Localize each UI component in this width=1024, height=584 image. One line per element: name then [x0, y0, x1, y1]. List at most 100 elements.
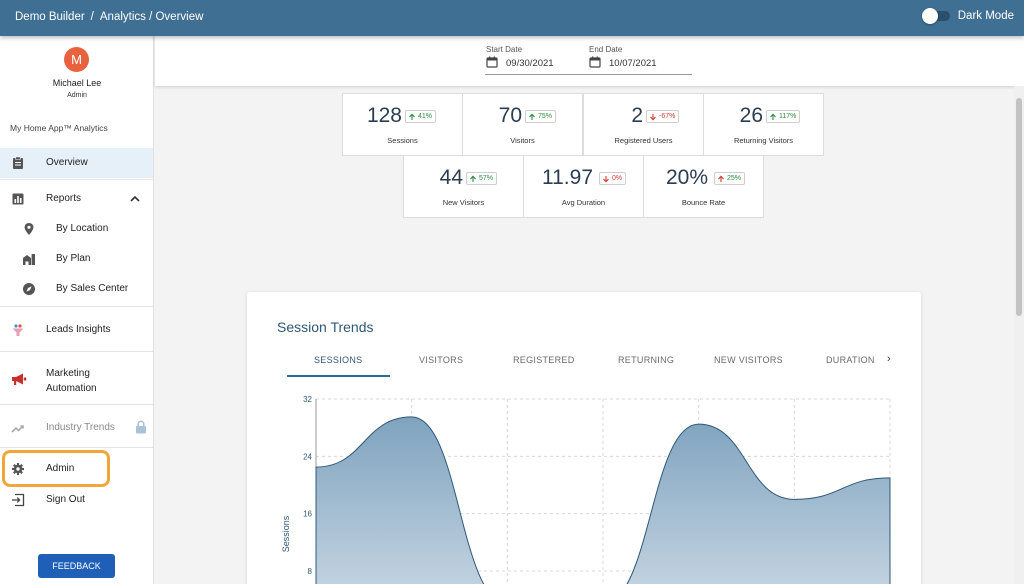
sidebar-item-industry-trends[interactable]: Industry Trends: [0, 415, 153, 441]
session-trends-chart: 32 24 16 8 Sessions: [281, 395, 891, 584]
sign-out-icon: [12, 493, 25, 507]
stat-card-sessions: 128 41% Sessions: [342, 93, 463, 156]
sidebar-item-label-line2: Automation: [46, 383, 97, 394]
sidebar-item-by-location[interactable]: By Location: [0, 216, 153, 242]
sidebar-item-label: Overview: [46, 157, 88, 168]
dark-mode-label: Dark Mode: [957, 10, 1014, 22]
megaphone-icon: [12, 373, 27, 385]
sidebar-item-admin[interactable]: Admin: [0, 456, 153, 482]
toggle-knob[interactable]: [921, 8, 938, 24]
sidebar-item-label-line1: Marketing: [46, 368, 90, 379]
clipboard-icon: [13, 156, 23, 169]
y-tick-label: 8: [308, 567, 313, 576]
gear-icon: [12, 463, 24, 475]
stat-change-text: 0%: [612, 175, 623, 182]
top-bar: Demo Builder / Analytics / Overview Dark M…: [0, 0, 1024, 36]
bar-chart-icon: [12, 193, 24, 205]
stat-card-avg-duration: 11.97 0% Avg Duration: [523, 155, 644, 218]
stat-card-returning-visitors: 26 117% Returning Visitors: [703, 93, 824, 156]
location-pin-icon: [24, 223, 34, 235]
start-date-text: 09/30/2021: [506, 58, 554, 69]
end-date-value[interactable]: 10/07/2021: [589, 56, 657, 69]
sidebar-item-label: By Location: [56, 223, 109, 234]
y-tick-label: 32: [303, 395, 312, 404]
stat-change-text: 117%: [779, 113, 797, 120]
sidebar-item-leads-insights[interactable]: Leads Insights: [0, 317, 153, 343]
arrow-down-icon: [650, 114, 656, 121]
buildings-icon: [23, 254, 35, 265]
stat-change-badge: 0%: [599, 172, 627, 185]
stat-change-badge: 57%: [466, 172, 498, 185]
sidebar-item-marketing-automation[interactable]: Marketing Automation: [0, 361, 153, 397]
sidebar-item-label: Sign Out: [46, 494, 85, 505]
dark-mode-control: Dark Mode: [921, 8, 1014, 24]
stat-label: Registered Users: [614, 136, 673, 145]
stat-label: New Visitors: [442, 198, 485, 207]
sidebar-divider: [0, 306, 153, 307]
stat-value: 2: [631, 104, 643, 127]
sidebar-item-label: By Sales Center: [56, 283, 129, 294]
calendar-icon[interactable]: [486, 56, 498, 68]
stat-value: 20%: [665, 166, 708, 189]
start-date-field[interactable]: Start Date 09/30/2021: [486, 45, 554, 69]
feedback-button[interactable]: FEEDBACK: [38, 554, 115, 578]
stat-value: 26: [739, 104, 763, 127]
breadcrumb-current: Analytics / Overview: [99, 11, 204, 23]
sidebar: M Michael Lee Admin My Home App™ Analyti…: [0, 36, 154, 584]
arrow-up-icon: [770, 113, 776, 120]
calendar-icon[interactable]: [589, 56, 601, 68]
sidebar-item-reports[interactable]: Reports: [0, 186, 153, 212]
trending-up-icon: [11, 425, 24, 433]
tab-returning[interactable]: RETURNING: [618, 355, 675, 365]
y-tick-label: 16: [303, 510, 312, 519]
sidebar-item-sign-out[interactable]: Sign Out: [0, 487, 153, 513]
sidebar-item-label: Reports: [46, 193, 82, 204]
stat-change-badge: -67%: [646, 110, 680, 123]
stat-card-bounce-rate: 20% 25% Bounce Rate: [643, 155, 764, 218]
admin-highlight-outline: [2, 450, 110, 487]
date-field-underline: [485, 74, 692, 75]
arrow-up-icon: [718, 175, 724, 182]
tabs-next-chevron-icon[interactable]: ›: [887, 353, 891, 365]
stat-label: Sessions: [387, 136, 418, 145]
sidebar-item-label: Industry Trends: [46, 422, 115, 433]
stat-value: 70: [498, 104, 522, 127]
breadcrumb-root-link[interactable]: Demo Builder: [15, 11, 85, 23]
funnel-insights-icon: [12, 324, 24, 336]
arrow-up-icon: [409, 113, 415, 120]
start-date-label: Start Date: [486, 45, 523, 54]
tab-visitors[interactable]: VISITORS: [419, 355, 464, 365]
stat-change-badge: 117%: [766, 110, 801, 123]
stat-change-badge: 75%: [525, 110, 557, 123]
user-role: Admin: [67, 92, 87, 99]
arrow-up-icon: [470, 175, 476, 182]
tab-sessions[interactable]: SESSIONS: [314, 355, 363, 365]
date-filter-bar: Start Date 09/30/2021 End Date 10/07/202…: [155, 36, 1024, 86]
y-tick-label: 24: [303, 452, 312, 461]
stat-change-text: 57%: [479, 175, 494, 182]
sessions-area: [315, 416, 891, 584]
scrollbar-thumb[interactable]: [1016, 98, 1022, 316]
stat-card-visitors: 70 75% Visitors: [462, 93, 583, 156]
stat-change-text: 41%: [418, 113, 433, 120]
sidebar-item-overview[interactable]: Overview: [0, 148, 153, 178]
user-name: Michael Lee: [52, 78, 102, 88]
tab-duration[interactable]: DURATION: [826, 355, 875, 365]
lock-icon: [136, 420, 146, 434]
avatar[interactable]: M: [64, 47, 89, 72]
sidebar-divider: [0, 447, 153, 448]
dark-mode-toggle[interactable]: [921, 8, 950, 24]
app-name: My Home App™ Analytics: [10, 123, 108, 133]
sidebar-item-by-sales-center[interactable]: By Sales Center: [0, 276, 153, 302]
arrow-up-icon: [529, 113, 535, 120]
main-scrollbar[interactable]: [1014, 86, 1024, 584]
end-date-text: 10/07/2021: [609, 58, 657, 69]
start-date-value[interactable]: 09/30/2021: [486, 56, 554, 69]
tab-new-visitors[interactable]: NEW VISITORS: [714, 355, 783, 365]
session-trends-card: Session Trends SESSIONS VISITORS REGISTE…: [247, 292, 921, 584]
chevron-up-icon[interactable]: [130, 195, 140, 202]
sidebar-item-by-plan[interactable]: By Plan: [0, 246, 153, 272]
y-axis-label: Sessions: [281, 515, 291, 552]
end-date-field[interactable]: End Date 10/07/2021: [589, 45, 657, 69]
tab-registered[interactable]: REGISTERED: [513, 355, 575, 365]
